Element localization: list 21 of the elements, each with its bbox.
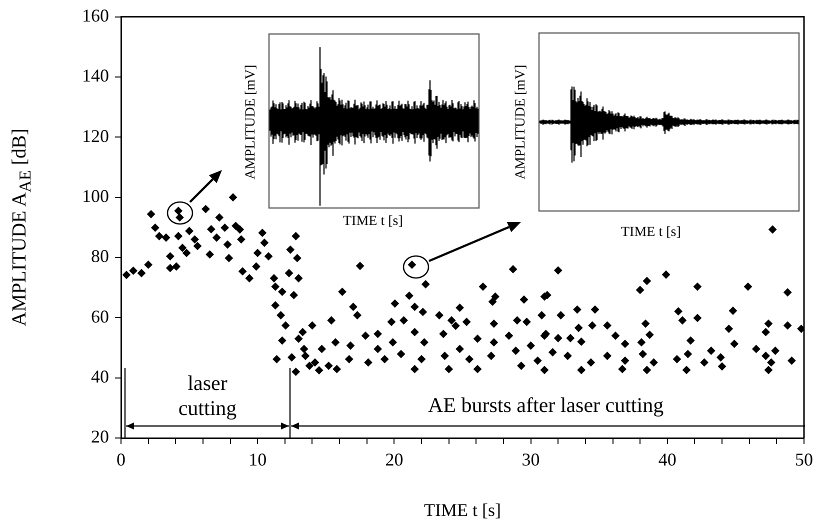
x-tick-label: 50 xyxy=(795,450,813,470)
y-tick-label: 60 xyxy=(91,306,109,326)
y-tick-label: 140 xyxy=(82,66,109,86)
annotation: TIME t [s] xyxy=(621,225,681,240)
annotation: AMPLITUDE [mV] xyxy=(242,64,258,180)
annotation: AE bursts after laser cutting xyxy=(428,392,664,416)
x-axis-title: TIME t [s] xyxy=(424,500,501,520)
y-tick-label: 80 xyxy=(91,246,109,266)
y-tick-label: 120 xyxy=(82,126,109,146)
x-tick-label: 40 xyxy=(658,450,676,470)
x-tick-label: 20 xyxy=(385,450,404,470)
y-tick-label: 40 xyxy=(91,366,109,387)
x-tick-label: 10 xyxy=(248,450,267,470)
annotation: laser cutting xyxy=(177,371,238,422)
annotation: TIME t [s] xyxy=(343,214,403,229)
annotation: AMPLITUDE [mV] xyxy=(512,64,528,180)
x-tick-label: 0 xyxy=(116,450,126,470)
y-tick-label: 20 xyxy=(91,426,109,447)
y-tick-label: 160 xyxy=(82,6,109,26)
y-tick-label: 100 xyxy=(82,186,109,206)
x-tick-label: 30 xyxy=(522,450,540,470)
